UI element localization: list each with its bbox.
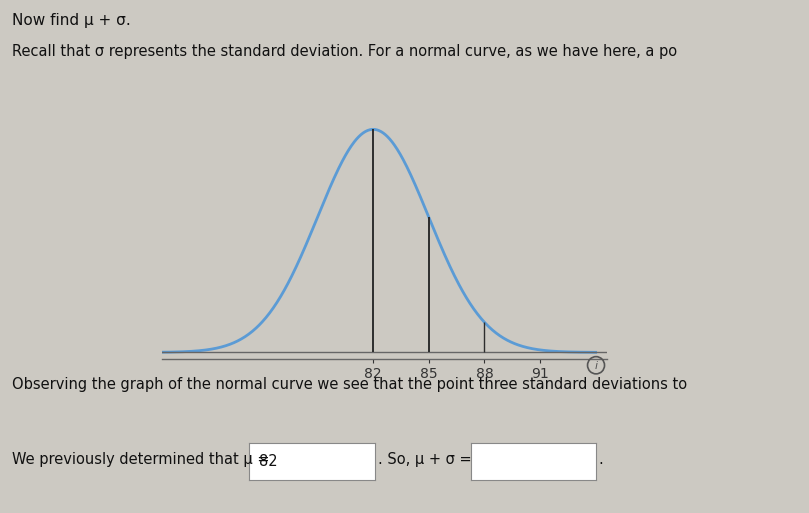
Text: .: .	[599, 451, 604, 467]
Text: Observing the graph of the normal curve we see that the point three standard dev: Observing the graph of the normal curve …	[12, 377, 688, 392]
Text: i: i	[595, 361, 598, 371]
Text: 82: 82	[259, 453, 277, 469]
Text: . So, μ + σ =: . So, μ + σ =	[378, 451, 472, 467]
Text: Recall that σ represents the standard deviation. For a normal curve, as we have : Recall that σ represents the standard de…	[12, 44, 677, 58]
Text: We previously determined that μ =: We previously determined that μ =	[12, 451, 274, 467]
Text: Now find μ + σ.: Now find μ + σ.	[12, 13, 131, 28]
